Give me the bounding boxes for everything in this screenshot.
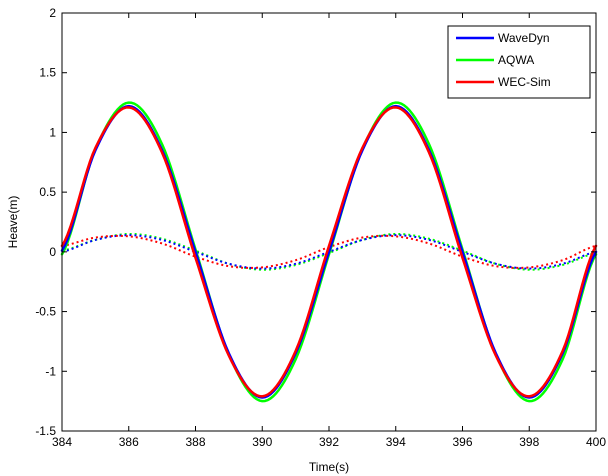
- legend-label-aqwa: AQWA: [498, 53, 534, 67]
- y-tick-label: 1.5: [39, 66, 56, 80]
- series-line-aqwa-dotted: [61, 232, 597, 271]
- x-tick-label: 400: [586, 435, 606, 449]
- y-tick-label: -0.5: [35, 305, 56, 319]
- x-tick-labels: 384 386 388 390 392 394 396 398 400: [52, 435, 606, 449]
- legend: WaveDyn AQWA WEC-Sim: [447, 25, 591, 99]
- y-tick-label: 0: [49, 245, 56, 259]
- x-tick-label: 396: [452, 435, 472, 449]
- x-tick-label: 384: [52, 435, 72, 449]
- x-tick-label: 388: [185, 435, 205, 449]
- x-axis-title: Time(s): [309, 460, 349, 474]
- y-tick-label: 1: [49, 125, 56, 139]
- legend-label-wec-sim: WEC-Sim: [498, 75, 551, 89]
- x-tick-label: 386: [119, 435, 139, 449]
- y-tick-label: 0.5: [39, 185, 56, 199]
- y-tick-label: -1: [45, 364, 56, 378]
- series-layer: [60, 101, 598, 403]
- y-tick-label: -1.5: [35, 424, 56, 438]
- y-tick-labels: -1.5 -1 -0.5 0 0.5 1 1.5 2: [35, 6, 56, 438]
- y-tick-label: 2: [49, 6, 56, 20]
- legend-label-wavedyn: WaveDyn: [498, 31, 550, 45]
- x-tick-label: 394: [386, 435, 406, 449]
- y-axis-title: Heave(m): [6, 196, 20, 249]
- series-line-wec-sim: [60, 106, 598, 398]
- x-tick-label: 392: [319, 435, 339, 449]
- ticks-layer: [61, 12, 597, 432]
- x-tick-label: 398: [519, 435, 539, 449]
- x-tick-label: 390: [252, 435, 272, 449]
- series-line-wavedyn-dotted: [61, 234, 597, 270]
